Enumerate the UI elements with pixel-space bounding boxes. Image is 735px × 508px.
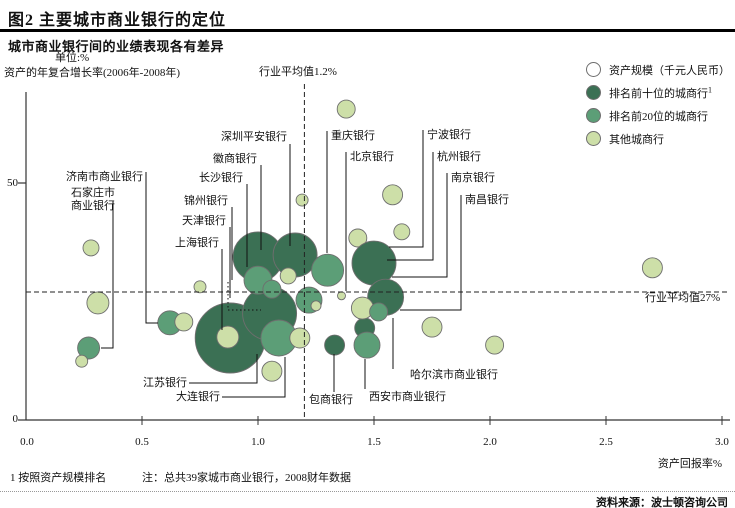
legend-item-label: 其他城商行 [609, 133, 664, 146]
legend-item-label: 排名前十位的城商行1 [609, 84, 712, 100]
bank-label-jinan: 济南市商业银行 [66, 171, 143, 183]
leader-line-jinan [145, 172, 158, 324]
bank-label-huishang: 徽商银行 [213, 153, 257, 165]
bubble-other [86, 291, 110, 315]
bank-label-shijiazhuang: 石家庄市 商业银行 [71, 187, 115, 212]
footnote-marker: 1 [708, 84, 712, 94]
bubble-top20 [262, 279, 282, 299]
bank-label-shanghai: 上海银行 [175, 237, 219, 249]
bubble-other [641, 257, 663, 279]
leader-line-nanchang [400, 195, 462, 311]
figure-subtitle: 城市商业银行间的业绩表现各有差异 [8, 39, 225, 54]
bubble-other [174, 312, 194, 332]
bank-label-hangzhou: 杭州银行 [437, 151, 481, 163]
unit-label: 单位:% [55, 52, 90, 64]
bank-label-nanchang: 南昌银行 [465, 194, 509, 206]
bubble-other [310, 300, 322, 312]
bubble-top20 [369, 302, 389, 322]
bank-label-haerbin: 哈尔滨市商业银行 [410, 369, 498, 381]
legend-top10-circle-icon [586, 85, 601, 100]
bottom-rule [0, 491, 735, 492]
bubble-other [337, 291, 346, 301]
bubble-other [82, 239, 100, 257]
bubble-top10 [351, 240, 397, 286]
bubble-other [289, 327, 311, 349]
legend-item-label: 排名前20位的城商行 [609, 110, 708, 123]
bank-label-baoshang: 包商银行 [309, 394, 353, 406]
x-tick-label: 0.5 [135, 436, 149, 448]
bank-label-jinzhou: 锦州银行 [184, 195, 228, 207]
x-tick-label: 3.0 [715, 436, 729, 448]
bank-label-chongqing: 重庆银行 [331, 130, 375, 142]
legend-item-top10: 排名前十位的城商行1 [586, 81, 730, 104]
bank-label-changsha: 长沙银行 [199, 172, 243, 184]
leader-line-dotted-elbow [227, 282, 261, 311]
x-tick-label: 2.0 [483, 436, 497, 448]
bubble-other [382, 184, 404, 206]
bank-label-ningbo: 宁波银行 [427, 129, 471, 141]
x-axis-title: 资产回报率% [657, 458, 722, 470]
legend-other-circle-icon [586, 131, 601, 146]
legend: 资产规模（千元人民币） 排名前十位的城商行1 排名前20位的城商行 其他城商行 [586, 58, 730, 150]
x-tick-label: 1.5 [367, 436, 381, 448]
bubble-other [295, 193, 309, 207]
bubble-other [393, 223, 411, 241]
bank-label-shenzhen-pingan: 深圳平安银行 [221, 131, 287, 143]
ref-line-label-x: 行业平均值1.2% [259, 66, 337, 78]
bank-label-beijing: 北京银行 [350, 151, 394, 163]
legend-size-circle-icon [586, 62, 601, 77]
legend-item-size: 资产规模（千元人民币） [586, 58, 730, 81]
legend-item-top20: 排名前20位的城商行 [586, 104, 730, 127]
leader-line-shijiazhuang [101, 201, 114, 349]
bank-label-nanjing: 南京银行 [451, 172, 495, 184]
title-rule [0, 29, 735, 32]
bubble-other [348, 228, 368, 248]
legend-item-other: 其他城商行 [586, 127, 730, 150]
bubble-top20 [77, 336, 101, 360]
x-tick-label: 1.0 [251, 436, 265, 448]
bubble-other [193, 280, 207, 294]
bank-label-xian: 西安市商业银行 [369, 391, 446, 403]
x-tick-label: 2.5 [599, 436, 613, 448]
source-credit: 资料来源：波士顿咨询公司 [596, 497, 728, 508]
leader-line-dalian [222, 357, 286, 398]
y-axis-title: 资产的年复合增长率(2006年-2008年) [4, 67, 180, 79]
legend-top20-circle-icon [586, 108, 601, 123]
bubble-top20 [353, 331, 381, 359]
legend-item-label: 资产规模（千元人民币） [609, 64, 730, 77]
bubble-top20 [311, 253, 345, 287]
bank-label-tianjin: 天津银行 [182, 215, 226, 227]
leader-line-nanjing [392, 173, 448, 278]
x-tick-label: 0.0 [20, 436, 34, 448]
bank-label-dalian: 大连银行 [176, 391, 220, 403]
bank-label-jiangsu: 江苏银行 [143, 377, 187, 389]
bubble-top10 [272, 232, 318, 278]
bubble-other [75, 354, 89, 368]
bubble-top10 [324, 334, 346, 356]
bubble-other [279, 267, 297, 285]
y-tick-label: 50 [7, 177, 18, 189]
y-tick-label: 0 [12, 413, 19, 425]
ref-line-label-y: 行业平均值27% [645, 292, 721, 304]
leader-line-jiangsu [189, 354, 258, 384]
figure-title: 图2 主要城市商业银行的定位 [8, 12, 227, 29]
bubble-other [261, 360, 283, 382]
leader-line-hangzhou [387, 152, 434, 261]
bubble-other [485, 335, 505, 355]
bubble-other [421, 316, 443, 338]
bubble-other [216, 325, 240, 349]
bubble-other [336, 99, 356, 119]
footnote-2: 注：总共39家城市商业银行，2008财年数据 [142, 472, 351, 484]
footnote-1: 1 按照资产规模排名 [10, 472, 107, 484]
leader-line-ningbo [389, 130, 424, 248]
